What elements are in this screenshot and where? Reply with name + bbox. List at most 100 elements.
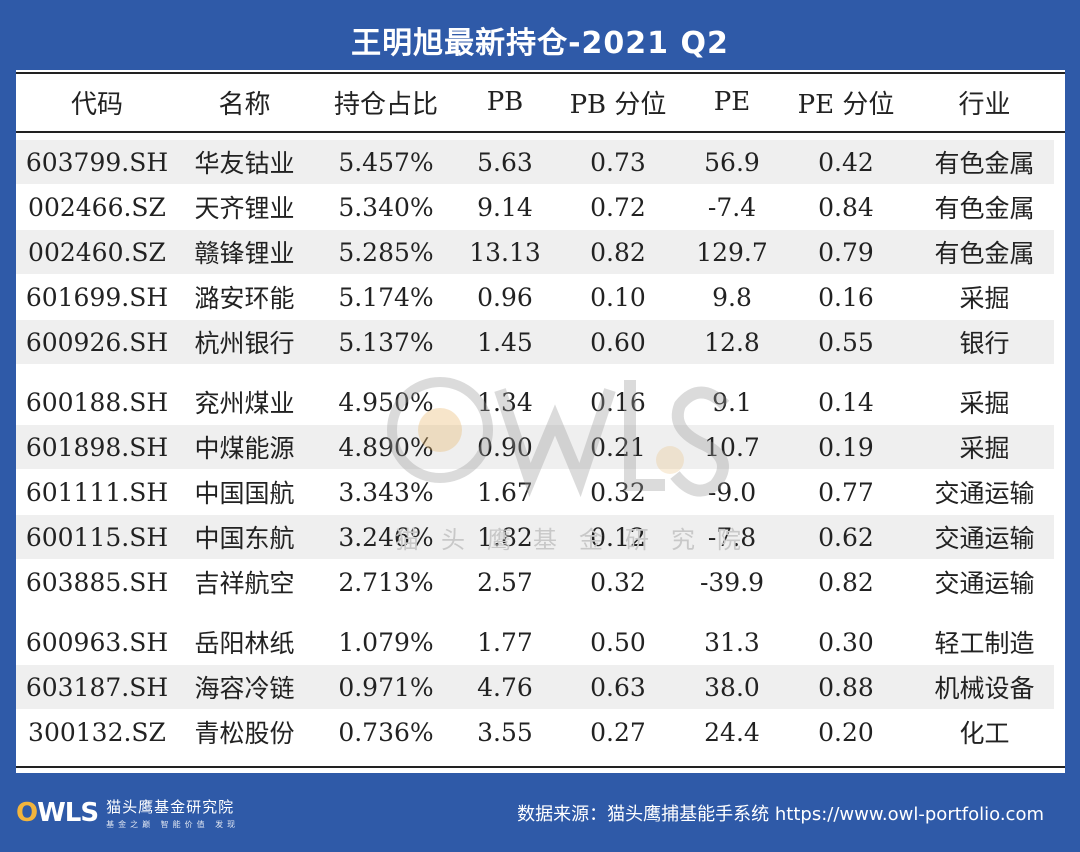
cell-pe: -7.8 xyxy=(707,522,757,552)
table-header-row: 代码 名称 持仓占比 PB PB 分位 PE PE 分位 行业 xyxy=(16,80,1054,124)
cell-weight: 2.713% xyxy=(338,567,434,597)
cell-pb-pct: 0.16 xyxy=(590,387,646,417)
cell-pe: 31.3 xyxy=(704,627,760,657)
cell-pe-pct: 0.30 xyxy=(818,627,874,657)
cell-pb-pct: 0.32 xyxy=(590,567,646,597)
cell-name: 中国东航 xyxy=(194,524,295,553)
cell-pe-pct: 0.84 xyxy=(818,192,874,222)
footer-logo: OWLS 猫头鹰基金研究院 基金之巅 智能价值 发现 xyxy=(16,796,239,830)
cell-pb-pct: 0.63 xyxy=(590,672,646,702)
cell-weight: 0.971% xyxy=(338,672,434,702)
cell-pe-pct: 0.77 xyxy=(818,477,874,507)
cell-weight: 3.246% xyxy=(338,522,434,552)
table-row: 601111.SH 中国国航 3.343% 1.67 0.32 -9.0 0.77 交通运输 xyxy=(16,470,1054,514)
cell-pe: -39.9 xyxy=(699,567,765,597)
cell-pb-pct: 0.12 xyxy=(590,522,646,552)
header-pe-pct: PE 分位 xyxy=(797,89,895,120)
cell-industry: 采掘 xyxy=(959,434,1010,463)
cell-industry: 交通运输 xyxy=(934,479,1035,508)
cell-pb: 5.63 xyxy=(477,147,533,177)
cell-pb: 13.13 xyxy=(469,237,541,267)
cell-pb: 3.55 xyxy=(477,717,533,747)
cell-weight: 5.285% xyxy=(338,237,434,267)
cell-pe-pct: 0.19 xyxy=(818,432,874,462)
header-pe: PE xyxy=(713,87,751,117)
cell-industry: 化工 xyxy=(959,719,1010,748)
table-row: 603799.SH 华友钴业 5.457% 5.63 0.73 56.9 0.42 有色金属 xyxy=(16,140,1054,184)
cell-pe: 56.9 xyxy=(704,147,760,177)
table-top-rule xyxy=(16,72,1065,74)
cell-name: 青松股份 xyxy=(194,719,295,748)
cell-pb: 0.90 xyxy=(477,432,533,462)
header-pb: PB xyxy=(486,87,524,117)
owls-logo-icon: OWLS xyxy=(16,798,99,828)
cell-name: 杭州银行 xyxy=(194,329,295,358)
table-row: 601898.SH 中煤能源 4.890% 0.90 0.21 10.7 0.19 采掘 xyxy=(16,425,1054,469)
cell-pb-pct: 0.21 xyxy=(590,432,646,462)
cell-name: 赣锋锂业 xyxy=(194,239,295,268)
cell-weight: 4.890% xyxy=(338,432,434,462)
table-row: 600963.SH 岳阳林纸 1.079% 1.77 0.50 31.3 0.30 轻工制造 xyxy=(16,620,1054,664)
cell-code: 603799.SH xyxy=(25,147,169,177)
cell-industry: 有色金属 xyxy=(934,149,1035,178)
table-row: 002460.SZ 赣锋锂业 5.285% 13.13 0.82 129.7 0.79 有色金… xyxy=(16,230,1054,274)
logo-o: O xyxy=(16,798,38,828)
cell-code: 002466.SZ xyxy=(28,192,166,222)
table-row: 603187.SH 海容冷链 0.971% 4.76 0.63 38.0 0.88 机械设备 xyxy=(16,665,1054,709)
table-header-rule xyxy=(16,131,1065,133)
logo-text: 猫头鹰基金研究院 基金之巅 智能价值 发现 xyxy=(106,796,239,830)
cell-weight: 3.343% xyxy=(338,477,434,507)
cell-code: 600188.SH xyxy=(25,387,169,417)
cell-pe: -9.0 xyxy=(707,477,757,507)
cell-pb-pct: 0.73 xyxy=(590,147,646,177)
cell-code: 601111.SH xyxy=(25,477,169,507)
header-weight: 持仓占比 xyxy=(333,89,438,120)
cell-name: 岳阳林纸 xyxy=(194,629,295,658)
cell-code: 601699.SH xyxy=(25,282,169,312)
cell-pb-pct: 0.27 xyxy=(590,717,646,747)
cell-industry: 机械设备 xyxy=(934,674,1035,703)
cell-pb-pct: 0.50 xyxy=(590,627,646,657)
logo-name: 猫头鹰基金研究院 xyxy=(106,798,235,816)
cell-pe-pct: 0.42 xyxy=(818,147,874,177)
cell-code: 600115.SH xyxy=(25,522,169,552)
cell-pb-pct: 0.32 xyxy=(590,477,646,507)
cell-pe: 38.0 xyxy=(704,672,760,702)
cell-pb-pct: 0.60 xyxy=(590,327,646,357)
cell-pe: -7.4 xyxy=(707,192,757,222)
cell-weight: 0.736% xyxy=(338,717,434,747)
cell-pb-pct: 0.10 xyxy=(590,282,646,312)
cell-pb: 1.77 xyxy=(477,627,533,657)
logo-slogan: 基金之巅 智能价值 发现 xyxy=(106,820,240,829)
cell-weight: 5.137% xyxy=(338,327,434,357)
header-name: 名称 xyxy=(218,89,271,120)
table-row: 300132.SZ 青松股份 0.736% 3.55 0.27 24.4 0.20 化工 xyxy=(16,710,1054,754)
cell-pe-pct: 0.79 xyxy=(818,237,874,267)
cell-industry: 采掘 xyxy=(959,389,1010,418)
cell-industry: 有色金属 xyxy=(934,194,1035,223)
cell-code: 600963.SH xyxy=(25,627,169,657)
cell-pe: 9.8 xyxy=(712,282,752,312)
cell-weight: 1.079% xyxy=(338,627,434,657)
cell-pb: 0.96 xyxy=(477,282,533,312)
table-bottom-rule xyxy=(16,766,1065,768)
cell-pb: 1.34 xyxy=(477,387,533,417)
cell-weight: 5.174% xyxy=(338,282,434,312)
cell-pe-pct: 0.20 xyxy=(818,717,874,747)
cell-pe-pct: 0.14 xyxy=(818,387,874,417)
header-industry: 行业 xyxy=(958,89,1011,120)
cell-code: 300132.SZ xyxy=(28,717,166,747)
cell-name: 潞安环能 xyxy=(194,284,295,313)
cell-name: 兖州煤业 xyxy=(194,389,295,418)
cell-name: 海容冷链 xyxy=(194,674,295,703)
cell-industry: 交通运输 xyxy=(934,524,1035,553)
cell-industry: 交通运输 xyxy=(934,569,1035,598)
cell-code: 601898.SH xyxy=(25,432,169,462)
cell-pe: 9.1 xyxy=(712,387,752,417)
cell-pe: 24.4 xyxy=(704,717,760,747)
table-row: 600926.SH 杭州银行 5.137% 1.45 0.60 12.8 0.55 银行 xyxy=(16,320,1054,364)
cell-pe: 129.7 xyxy=(696,237,768,267)
logo-wls: WLS xyxy=(37,798,99,828)
cell-pb: 1.82 xyxy=(477,522,533,552)
cell-pe-pct: 0.16 xyxy=(818,282,874,312)
